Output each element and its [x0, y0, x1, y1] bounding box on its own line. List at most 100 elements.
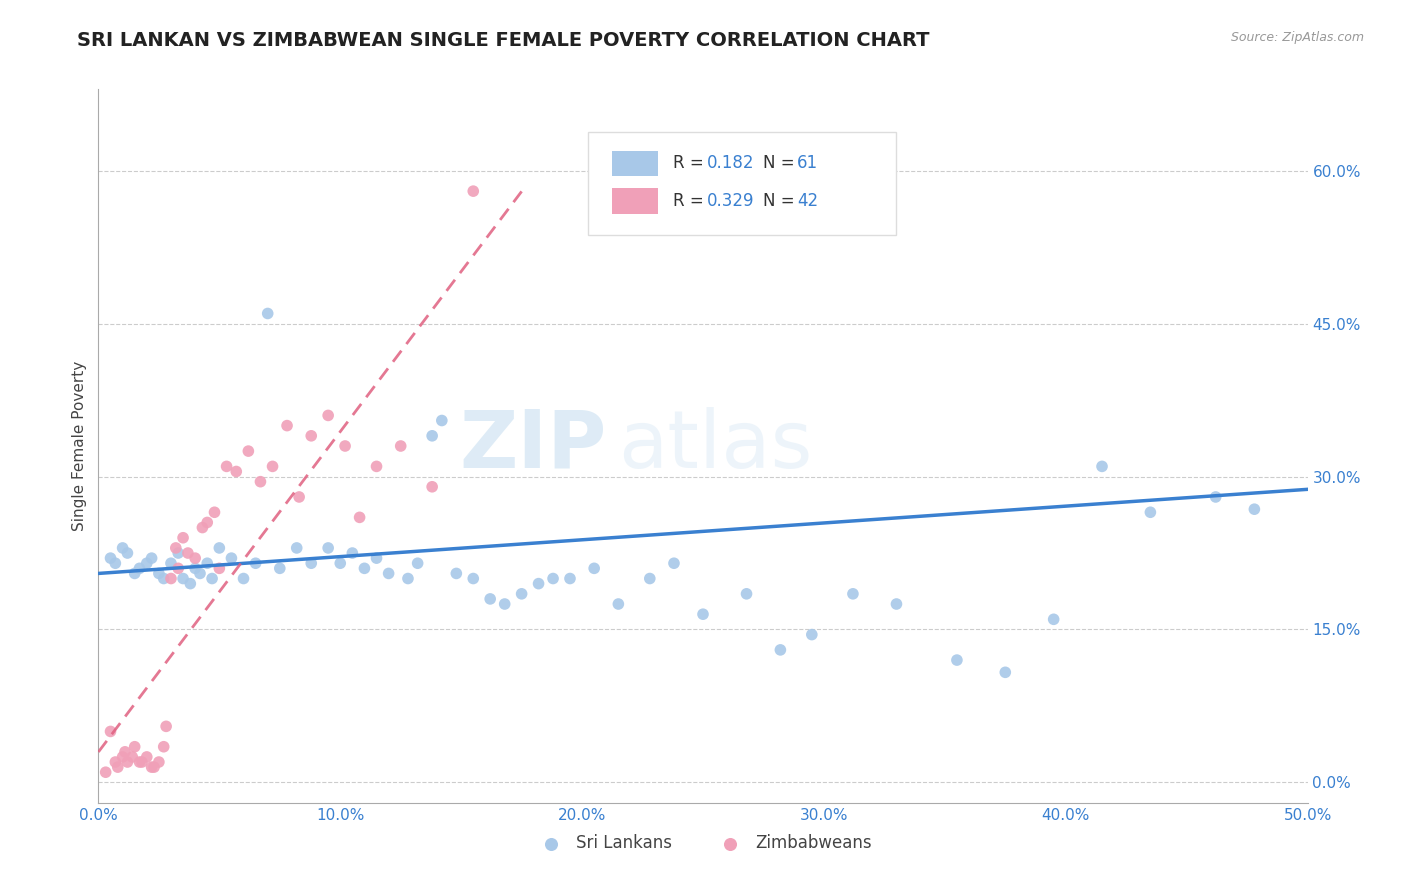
Point — [406, 556, 429, 570]
Point — [1091, 459, 1114, 474]
Point — [232, 572, 254, 586]
Point — [353, 561, 375, 575]
Point — [135, 750, 157, 764]
Text: 42: 42 — [797, 193, 818, 211]
Point — [638, 572, 661, 586]
Point — [184, 551, 207, 566]
Point — [111, 541, 134, 555]
Text: 61: 61 — [797, 154, 818, 172]
Point — [446, 566, 468, 581]
Point — [117, 546, 139, 560]
Text: atlas: atlas — [619, 407, 813, 485]
Point — [316, 409, 339, 423]
Point — [143, 760, 166, 774]
Point — [141, 551, 163, 566]
Point — [769, 643, 792, 657]
Point — [249, 475, 271, 489]
Point — [114, 745, 136, 759]
Point — [160, 572, 183, 586]
Point — [366, 551, 388, 566]
Point — [329, 556, 352, 570]
Point — [131, 755, 153, 769]
Point — [285, 541, 308, 555]
Text: N =: N = — [763, 154, 800, 172]
Point — [333, 439, 356, 453]
Point — [104, 755, 127, 769]
Point — [204, 505, 226, 519]
Point — [124, 739, 146, 754]
Point — [420, 480, 443, 494]
Point — [117, 755, 139, 769]
Point — [160, 556, 183, 570]
Point — [128, 561, 150, 575]
Legend: Sri Lankans, Zimbabweans: Sri Lankans, Zimbabweans — [527, 828, 879, 859]
Point — [148, 566, 170, 581]
Point — [100, 724, 122, 739]
Point — [842, 587, 865, 601]
Point — [141, 760, 163, 774]
Point — [167, 546, 190, 560]
Point — [148, 755, 170, 769]
Point — [1139, 505, 1161, 519]
Text: 0.182: 0.182 — [707, 154, 754, 172]
Point — [692, 607, 714, 622]
Point — [152, 572, 174, 586]
Point — [510, 587, 533, 601]
Point — [221, 551, 243, 566]
Point — [299, 556, 322, 570]
Point — [177, 546, 200, 560]
FancyBboxPatch shape — [588, 132, 897, 235]
Point — [558, 572, 581, 586]
Text: ZIP: ZIP — [458, 407, 606, 485]
Y-axis label: Single Female Poverty: Single Female Poverty — [72, 361, 87, 531]
Point — [994, 665, 1017, 680]
Point — [104, 556, 127, 570]
Point — [107, 760, 129, 774]
Point — [541, 572, 564, 586]
Point — [135, 556, 157, 570]
Point — [299, 429, 322, 443]
Point — [479, 591, 502, 606]
Point — [208, 561, 231, 575]
Point — [662, 556, 685, 570]
Point — [195, 516, 218, 530]
Point — [607, 597, 630, 611]
Point — [256, 306, 278, 320]
Point — [396, 572, 419, 586]
Point — [208, 541, 231, 555]
Point — [128, 755, 150, 769]
Point — [167, 561, 190, 575]
Text: 0.329: 0.329 — [707, 193, 754, 211]
Point — [1243, 502, 1265, 516]
Point — [155, 719, 177, 733]
Point — [800, 627, 823, 641]
Point — [195, 556, 218, 570]
Point — [389, 439, 412, 453]
Point — [316, 541, 339, 555]
Point — [288, 490, 311, 504]
Point — [366, 459, 388, 474]
Point — [583, 561, 606, 575]
Text: Source: ZipAtlas.com: Source: ZipAtlas.com — [1230, 31, 1364, 45]
Point — [152, 739, 174, 754]
Point — [420, 429, 443, 443]
Point — [269, 561, 291, 575]
Bar — [613, 151, 658, 177]
Point — [245, 556, 267, 570]
Point — [1042, 612, 1064, 626]
Point — [262, 459, 284, 474]
Point — [94, 765, 117, 780]
Text: N =: N = — [763, 193, 800, 211]
Point — [494, 597, 516, 611]
Point — [463, 572, 485, 586]
Point — [184, 561, 207, 575]
Point — [349, 510, 371, 524]
Point — [430, 413, 453, 427]
Point — [1205, 490, 1227, 504]
Point — [377, 566, 399, 581]
Point — [179, 576, 201, 591]
Point — [111, 750, 134, 764]
Point — [946, 653, 969, 667]
Text: R =: R = — [672, 193, 709, 211]
Point — [201, 572, 224, 586]
